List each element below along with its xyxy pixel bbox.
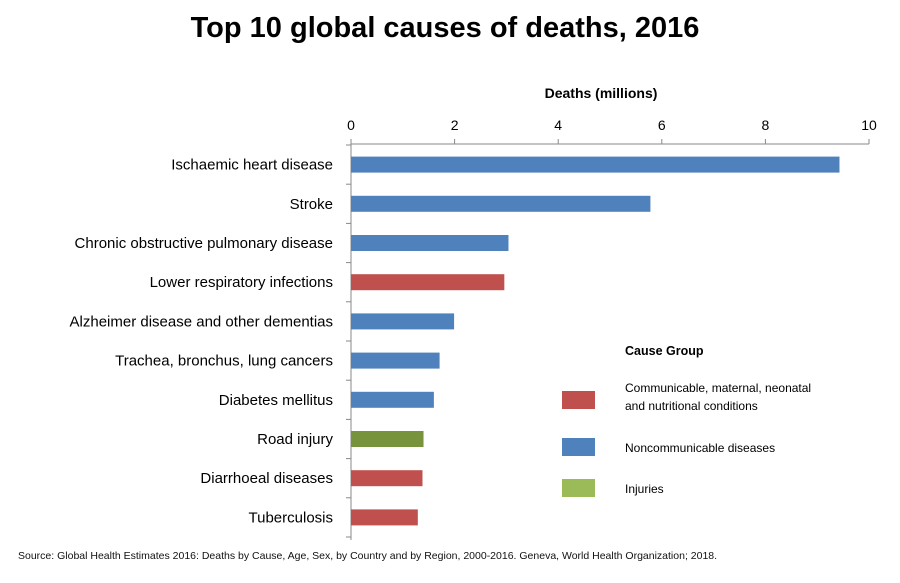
x-tick-label: 0 xyxy=(347,117,355,133)
legend-swatch xyxy=(562,479,595,497)
legend-swatch xyxy=(562,438,595,456)
category-label: Road injury xyxy=(257,431,333,448)
x-tick-label: 4 xyxy=(554,117,562,133)
bar xyxy=(351,274,505,291)
bar xyxy=(351,156,840,173)
category-label: Diabetes mellitus xyxy=(219,392,333,409)
source-note: Source: Global Health Estimates 2016: De… xyxy=(18,550,718,562)
bar xyxy=(351,391,434,408)
legend-swatch xyxy=(562,391,595,409)
category-label: Stroke xyxy=(290,196,333,213)
category-label: Chronic obstructive pulmonary disease xyxy=(75,235,333,252)
bar xyxy=(351,352,440,369)
category-labels: Ischaemic heart disease Stroke Chronic obs… xyxy=(70,157,334,527)
legend-label: Communicable, maternal, neonatal xyxy=(625,381,811,395)
legend: Cause Group Communicable, maternal, neona… xyxy=(562,344,811,497)
x-tick-label: 10 xyxy=(861,117,877,133)
x-axis: Deaths (millions) 0 2 4 6 8 10 xyxy=(346,85,877,540)
legend-label: Noncommunicable diseases xyxy=(625,441,775,455)
category-label: Trachea, bronchus, lung cancers xyxy=(115,353,333,370)
bar xyxy=(351,235,509,251)
legend-label: Injuries xyxy=(625,482,664,496)
x-tick-label: 2 xyxy=(451,117,459,133)
chart-title: Top 10 global causes of deaths, 2016 xyxy=(190,12,700,44)
category-label: Tuberculosis xyxy=(249,509,333,526)
category-label: Ischaemic heart disease xyxy=(171,157,333,174)
category-label: Alzheimer disease and other dementias xyxy=(70,313,333,330)
bar xyxy=(351,431,424,447)
category-label: Lower respiratory infections xyxy=(150,274,333,291)
bar xyxy=(351,509,418,526)
x-axis-label: Deaths (millions) xyxy=(545,85,658,101)
bars xyxy=(351,156,840,526)
x-tick-label: 8 xyxy=(762,117,770,133)
legend-label: and nutritional conditions xyxy=(625,399,758,413)
bar xyxy=(351,195,651,212)
bar xyxy=(351,313,455,330)
legend-title: Cause Group xyxy=(625,344,704,358)
category-label: Diarrhoeal diseases xyxy=(200,470,333,487)
x-tick-label: 6 xyxy=(658,117,666,133)
bar xyxy=(351,470,423,487)
